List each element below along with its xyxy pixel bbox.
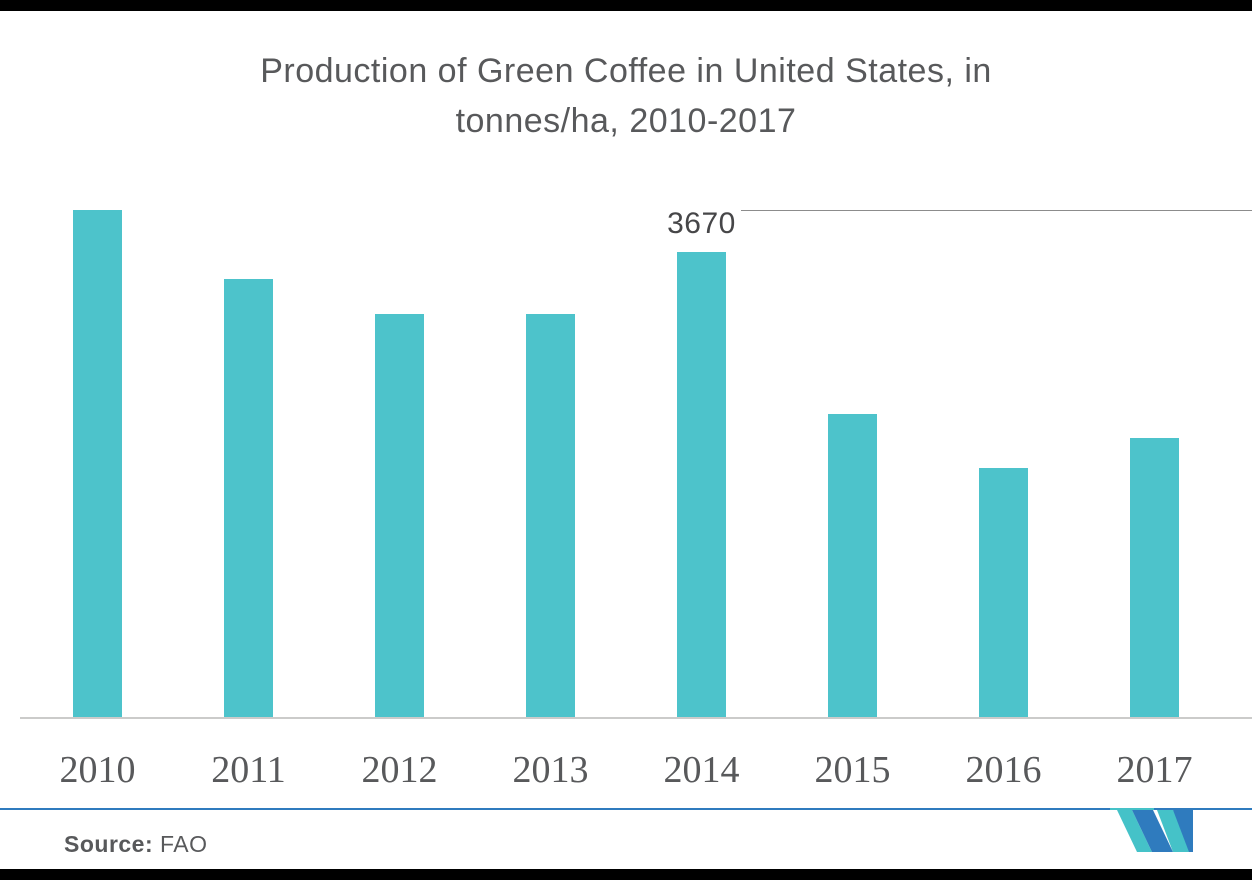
bar-2011 xyxy=(224,279,273,719)
bar-group-2011: 2011 xyxy=(211,279,286,791)
x-tick-label-2012: 2012 xyxy=(361,749,438,791)
x-tick-label-2015: 2015 xyxy=(814,749,891,791)
bar-2012 xyxy=(375,314,424,719)
bar-2016 xyxy=(979,468,1028,719)
chart-title: Production of Green Coffee in United Sta… xyxy=(0,46,1252,146)
x-axis-line xyxy=(20,717,1252,719)
x-tick-label-2014: 2014 xyxy=(663,749,740,791)
logo-shape-blue-right xyxy=(1173,810,1193,852)
footer-divider-accent xyxy=(1110,808,1154,810)
bar-group-2010: 2010 xyxy=(60,210,136,791)
source-value: FAO xyxy=(160,831,208,857)
top-letterbox-strip xyxy=(0,0,1252,11)
x-tick-label-2010: 2010 xyxy=(59,749,136,791)
data-label-2014: 3670 xyxy=(667,207,736,240)
x-tick-label-2013: 2013 xyxy=(512,749,589,791)
logo-shape-blue-mid xyxy=(1132,810,1173,852)
bottom-letterbox-strip xyxy=(0,869,1252,880)
chart-title-line1: Production of Green Coffee in United Sta… xyxy=(260,52,992,90)
footer-divider-line xyxy=(0,808,1252,810)
x-tick-label-2017: 2017 xyxy=(1116,749,1193,791)
bar-group-2016: 2016 xyxy=(966,468,1042,791)
bar-group-2014: 2014 3670 xyxy=(664,207,740,791)
bar-2015 xyxy=(828,414,877,719)
logo-shape-teal-right xyxy=(1157,810,1189,852)
annotation-callout-line xyxy=(741,210,1252,211)
bar-group-2012: 2012 xyxy=(362,314,438,791)
source-label: Source: xyxy=(64,831,154,857)
bar-group-2015: 2015 xyxy=(815,414,891,791)
mordor-intelligence-logo xyxy=(1117,810,1193,852)
bar-2017 xyxy=(1130,438,1179,719)
bar-2013 xyxy=(526,314,575,719)
chart-title-line2: tonnes/ha, 2010-2017 xyxy=(455,102,797,140)
bar-group-2017: 2017 xyxy=(1117,438,1193,791)
bar-group-2013: 2013 xyxy=(513,314,589,791)
source-note: Source: FAO xyxy=(64,831,208,858)
x-tick-label-2011: 2011 xyxy=(211,749,286,791)
bar-2014 xyxy=(677,252,726,719)
bar-2010 xyxy=(73,210,122,719)
logo-shape-teal-left xyxy=(1117,810,1152,852)
x-tick-label-2016: 2016 xyxy=(965,749,1042,791)
